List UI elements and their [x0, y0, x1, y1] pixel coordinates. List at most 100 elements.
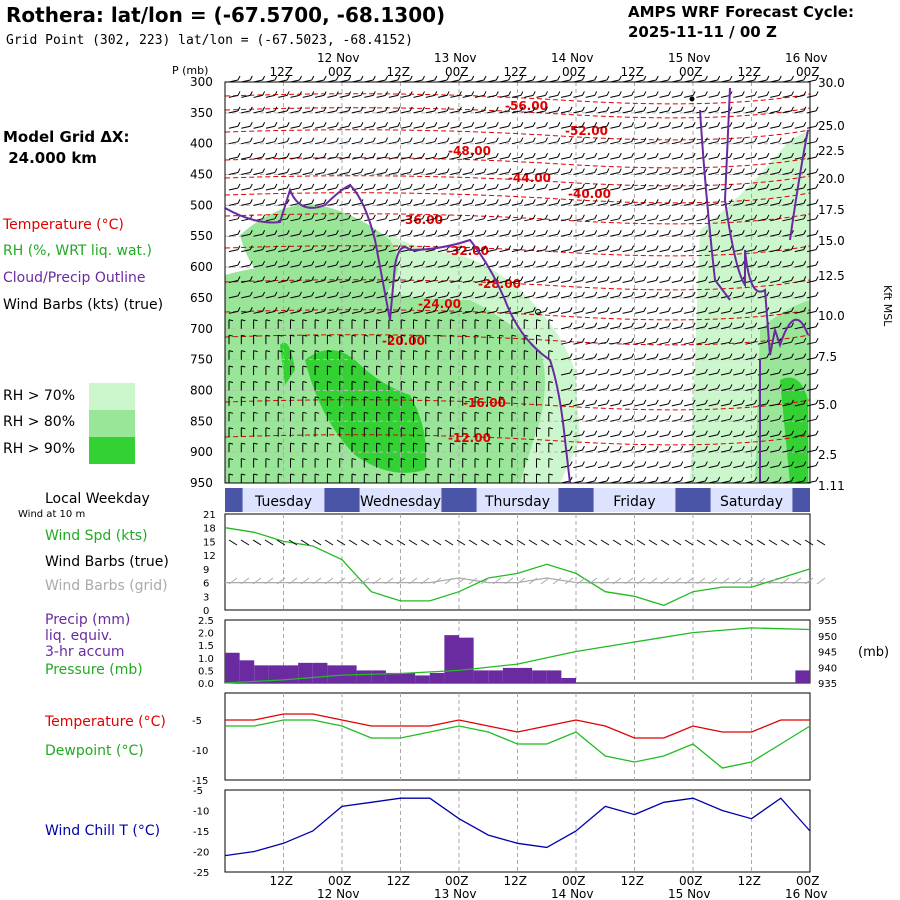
- wind-barb-flag: [262, 137, 266, 142]
- wind-barb-flag: [778, 245, 782, 250]
- wind-barb-flag: [766, 122, 770, 127]
- wind-barb: [573, 94, 583, 98]
- wind-barb-flag: [815, 415, 819, 420]
- wind-barb: [548, 187, 558, 191]
- model-grid-label: Model Grid ΔX:: [3, 128, 130, 146]
- wind-barb-flag: [278, 411, 283, 414]
- wind-barb: [425, 202, 435, 206]
- chill-tick-label: -10: [193, 807, 209, 818]
- wind-barb-flag: [311, 106, 315, 112]
- wind-barb: [647, 202, 657, 206]
- wind-barb: [327, 249, 337, 253]
- wind-barb-flag: [754, 152, 758, 158]
- wind-barb-flag: [339, 365, 344, 368]
- wind-barb: [474, 110, 485, 114]
- wind-barb-flag: [741, 476, 745, 482]
- wind-barb-flag: [372, 75, 376, 81]
- wind-barb-flag: [422, 214, 425, 220]
- wind-barb-flag: [631, 75, 635, 81]
- wind-barb-flag: [360, 168, 364, 173]
- wind-barb-flag: [643, 152, 647, 158]
- wind-barb-flag: [434, 168, 438, 173]
- wind-barb: [290, 233, 300, 237]
- wind-barb: [560, 372, 571, 376]
- wind-barb-flag: [413, 319, 418, 322]
- wind-barb: [806, 295, 817, 299]
- wind-barb: [573, 110, 583, 114]
- wind-barb-flag: [618, 461, 622, 466]
- surface-wind-barb: [552, 539, 562, 546]
- wind-barb-flag: [618, 245, 622, 250]
- wind-barb: [745, 449, 755, 453]
- wind-barb: [376, 233, 386, 237]
- wind-barb: [610, 434, 620, 438]
- wind-barb: [757, 264, 768, 268]
- wind-barb: [450, 233, 460, 237]
- wind-barb-flag: [594, 122, 598, 127]
- wind-barb-flag: [446, 276, 450, 281]
- wind-barb-flag: [680, 322, 684, 327]
- wind-barb-flag: [302, 365, 307, 368]
- wind-barb-flag: [655, 106, 659, 112]
- wind-barb-flag: [388, 458, 394, 461]
- rh-90-region: [280, 342, 295, 385]
- wind-barb-flag: [437, 365, 443, 368]
- date-label-top: 14 Nov: [551, 51, 594, 65]
- wind-barb: [671, 295, 681, 299]
- wind-barb-flag: [458, 122, 462, 127]
- wind-barb: [573, 172, 583, 176]
- wind-barb-flag: [372, 91, 376, 96]
- wind-barb: [548, 94, 558, 98]
- wind-barb-flag: [692, 137, 696, 142]
- wind-barb-flag: [253, 427, 258, 430]
- wind-barb: [265, 264, 276, 268]
- wind-barb: [302, 310, 312, 314]
- wind-barb-flag: [606, 430, 610, 435]
- wind-barb: [290, 125, 300, 129]
- wind-barb: [782, 341, 792, 345]
- wind-barb-flag: [692, 415, 696, 420]
- wind-barb-flag: [311, 91, 315, 96]
- wind-barb: [327, 141, 337, 145]
- wind-barb: [671, 110, 681, 114]
- wind-barb-flag: [434, 199, 438, 204]
- wind-barb-flag: [262, 245, 266, 250]
- wind-barb: [290, 264, 300, 268]
- wind-chill-line: [224, 797, 811, 857]
- wind-barb-flag: [278, 380, 283, 383]
- wind-barb-flag: [422, 106, 425, 112]
- wind-barb: [634, 94, 645, 98]
- wind-barb: [302, 249, 312, 253]
- wind-barb: [241, 125, 251, 129]
- wind-barb-flag: [520, 75, 524, 81]
- wind-barb: [696, 249, 706, 253]
- wind-barb: [228, 141, 239, 145]
- grid-wind-barb: [708, 577, 718, 585]
- wind-barb: [314, 233, 325, 237]
- wind-barb-flag: [668, 461, 671, 466]
- wind-barb-flag: [618, 415, 622, 420]
- wind-barb-flag: [372, 106, 376, 112]
- wind-barb: [671, 387, 681, 391]
- wind-barb: [794, 125, 804, 129]
- wind-barb-flag: [692, 199, 696, 204]
- wind-barb-flag: [618, 445, 622, 451]
- wind-barb-flag: [631, 337, 635, 343]
- wind-barb-flag: [729, 276, 733, 281]
- wind-barb-flag: [815, 353, 819, 358]
- wind-barb-flag: [311, 122, 315, 127]
- wind-barb-flag: [348, 122, 352, 127]
- wind-barb-flag: [446, 106, 450, 112]
- wind-barb: [228, 233, 239, 237]
- wind-barb-flag: [631, 461, 635, 466]
- wind-barb: [511, 280, 522, 283]
- wind-barb: [487, 280, 497, 283]
- wind-barb-flag: [704, 368, 708, 374]
- wind-barb: [560, 110, 571, 114]
- wind-barb-flag: [262, 214, 266, 220]
- wind-barb-flag: [314, 334, 320, 337]
- wind-barb: [647, 187, 657, 191]
- wind-tick-label: 21: [203, 510, 216, 521]
- wind-barb-flag: [253, 473, 258, 476]
- wind-barb-flag: [228, 458, 234, 461]
